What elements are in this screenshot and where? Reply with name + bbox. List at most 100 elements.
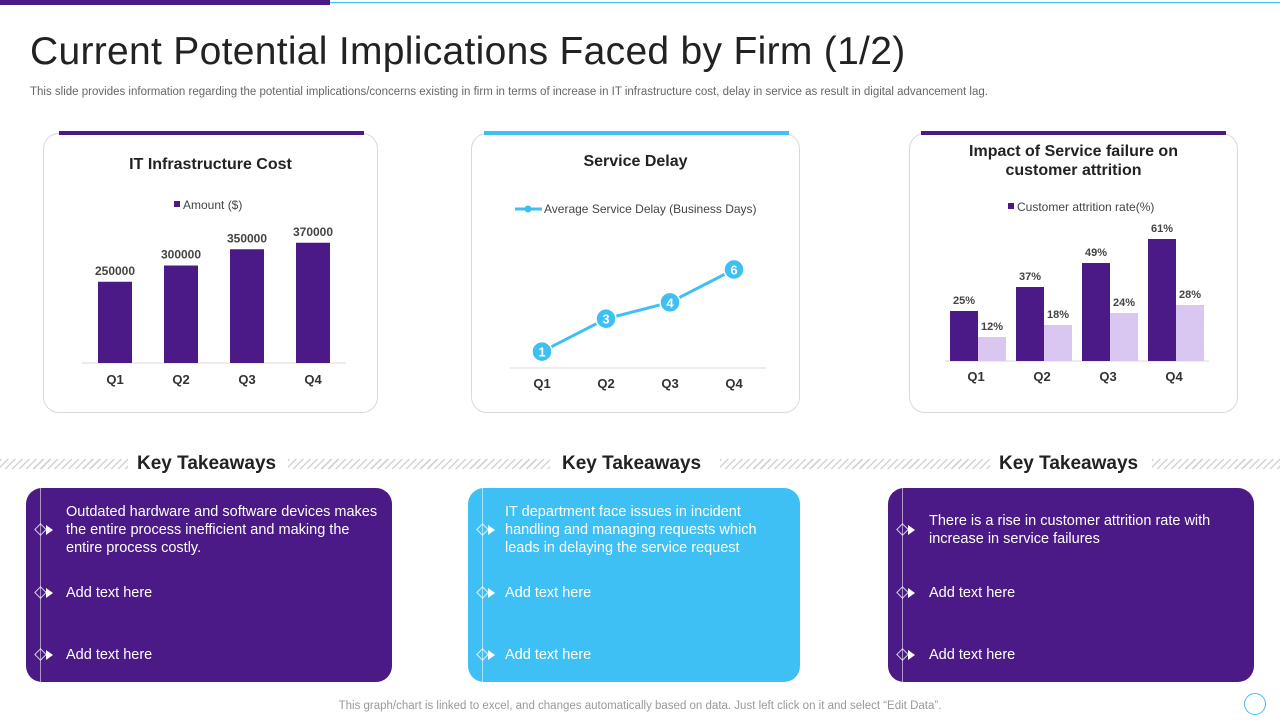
data-label: 350000 <box>227 231 267 245</box>
bullet-marker-icon <box>34 523 53 536</box>
bar <box>1176 305 1204 361</box>
tick-label: Q2 <box>597 376 614 391</box>
bar <box>1110 313 1138 361</box>
tick-label: Q4 <box>1165 369 1183 384</box>
data-label: 49% <box>1085 247 1107 259</box>
data-label: 4 <box>666 295 674 310</box>
bullet-marker-icon <box>896 648 915 661</box>
tick-label: Q1 <box>106 372 123 387</box>
card-accent-bar <box>59 131 364 135</box>
divider-stripes <box>720 459 990 469</box>
data-point <box>723 258 745 281</box>
takeaway-item: IT department face issues in incident ha… <box>505 504 757 556</box>
tick-label: Q1 <box>533 376 550 391</box>
bar <box>164 265 198 363</box>
key-takeaways-heading: Key Takeaways <box>999 453 1139 474</box>
data-label: 24% <box>1113 297 1135 309</box>
bullet-marker-icon <box>476 648 495 661</box>
bullet-marker-icon <box>34 586 53 599</box>
takeaway-item: There is a rise in customer attrition ra… <box>929 513 1211 547</box>
takeaway-box-2: IT department face issues in incident ha… <box>468 488 800 682</box>
it-cost-bar-chart[interactable]: Amount ($) 250000 Q1 300000 Q2 350000 Q3 370000… <box>44 134 379 414</box>
data-label: 37% <box>1019 271 1041 283</box>
footer-note: This graph/chart is linked to excel, and… <box>338 700 942 712</box>
legend-swatch <box>1008 203 1014 209</box>
takeaway-item: Outdated hardware and software devices m… <box>66 504 378 556</box>
bar <box>1044 325 1072 361</box>
divider-stripes <box>0 459 128 469</box>
chart-card-attrition: Impact of Service failure on customer at… <box>909 131 1239 414</box>
bullet-marker-icon <box>34 648 53 661</box>
takeaway-item: Add text here <box>505 585 592 601</box>
card-accent-bar <box>484 131 789 135</box>
takeaway-item: Add text here <box>505 647 592 663</box>
chart-card-it-cost: IT Infrastructure Cost Amount ($) 250000 Q… <box>43 131 379 414</box>
data-label: 250000 <box>95 264 135 278</box>
tick-label: Q2 <box>1033 369 1050 384</box>
chart-title: Impact of Service failure on customer at… <box>969 143 1178 179</box>
data-label: 300000 <box>161 248 201 262</box>
service-delay-line-chart[interactable]: Average Service Delay (Business Days) 1 Q1… <box>472 134 801 414</box>
attrition-bar-chart[interactable]: Customer attrition rate(%) 25% 12% Q1 37% 18%… <box>910 134 1239 414</box>
bar <box>98 281 132 363</box>
page-title: Current Potential Implications Faced by … <box>30 30 906 73</box>
chart-title: IT Infrastructure Cost <box>129 156 292 173</box>
takeaway-item: Add text here <box>929 647 1016 663</box>
data-label: 3 <box>602 312 609 327</box>
tick-label: Q3 <box>238 372 255 387</box>
bar <box>296 242 330 363</box>
card-accent-bar <box>921 131 1226 135</box>
legend-marker <box>524 205 532 213</box>
takeaway-item: Add text here <box>66 585 153 601</box>
divider-stripes <box>288 459 550 469</box>
chart-title: Service Delay <box>583 153 688 170</box>
bar <box>1016 287 1044 361</box>
tick-label: Q4 <box>725 376 743 391</box>
bullet-marker-icon <box>476 523 495 536</box>
legend-label: Customer attrition rate(%) <box>1017 200 1154 214</box>
data-label: 1 <box>538 345 545 360</box>
takeaway-item: Add text here <box>66 647 153 663</box>
bar <box>950 311 978 361</box>
data-label: 12% <box>981 321 1003 333</box>
divider-stripes <box>1152 459 1280 469</box>
data-label: 61% <box>1151 223 1173 235</box>
circle-icon[interactable] <box>1244 693 1266 715</box>
chart-card-service-delay: Service Delay Average Service Delay (Bus… <box>471 131 801 414</box>
key-takeaways-heading: Key Takeaways <box>562 453 702 474</box>
timeline-line <box>902 488 903 682</box>
top-accent-line <box>330 2 1280 3</box>
bar <box>1082 263 1110 361</box>
data-point <box>531 340 553 363</box>
page-subtitle: This slide provides information regardin… <box>30 86 988 98</box>
takeaway-item: Add text here <box>929 585 1016 601</box>
data-point <box>659 291 681 314</box>
bullet-marker-icon <box>896 523 915 536</box>
data-label: 28% <box>1179 289 1201 301</box>
data-label: 6 <box>730 262 737 277</box>
bar <box>1148 239 1176 361</box>
tick-label: Q2 <box>172 372 189 387</box>
data-label: 370000 <box>293 225 333 239</box>
top-accent-bar <box>0 0 330 5</box>
tick-label: Q3 <box>661 376 678 391</box>
data-label: 18% <box>1047 309 1069 321</box>
data-point <box>595 307 617 330</box>
bullet-marker-icon <box>476 586 495 599</box>
timeline-line <box>40 488 41 682</box>
timeline-line <box>482 488 483 682</box>
key-takeaways-heading: Key Takeaways <box>137 453 277 474</box>
tick-label: Q3 <box>1099 369 1116 384</box>
bullet-marker-icon <box>896 586 915 599</box>
takeaway-box-3: There is a rise in customer attrition ra… <box>888 488 1254 682</box>
legend-label: Amount ($) <box>183 198 242 212</box>
takeaway-box-1: Outdated hardware and software devices m… <box>26 488 392 682</box>
bar <box>230 249 264 363</box>
data-label: 25% <box>953 295 975 307</box>
tick-label: Q4 <box>304 372 322 387</box>
series-line <box>541 268 735 353</box>
legend-label: Average Service Delay (Business Days) <box>544 202 757 216</box>
legend-swatch <box>174 201 180 207</box>
tick-label: Q1 <box>967 369 984 384</box>
bar <box>978 337 1006 361</box>
